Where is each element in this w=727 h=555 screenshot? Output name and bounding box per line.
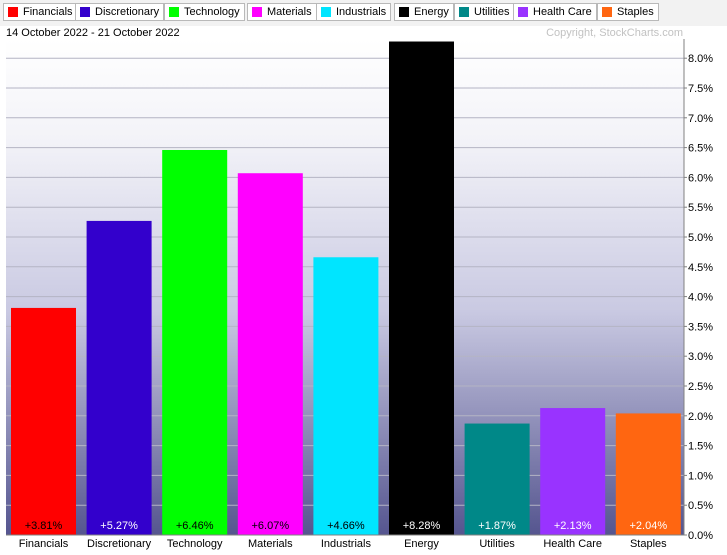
legend-item-industrials[interactable]: Industrials: [316, 3, 392, 21]
y-tick-label: 7.5%: [688, 83, 713, 95]
x-axis-labels: Financials Discretionary Technology Materia…: [19, 538, 667, 550]
y-tick-label: 0.0%: [688, 530, 713, 542]
y-tick-label: 2.0%: [688, 411, 713, 423]
x-tick-label: Financials: [19, 538, 69, 550]
legend-item-staples[interactable]: Staples: [597, 3, 659, 21]
legend-label: Utilities: [474, 6, 510, 18]
legend-label: Industrials: [336, 6, 387, 18]
legend-label: Discretionary: [95, 6, 160, 18]
bar-staples[interactable]: [615, 413, 681, 535]
bar-materials[interactable]: [237, 173, 303, 535]
y-tick-label: 2.5%: [688, 381, 713, 393]
bar-value-label: +2.04%: [629, 520, 667, 532]
legend-swatch: [459, 7, 469, 17]
x-tick-label: Materials: [248, 538, 293, 550]
legend-label: Staples: [617, 6, 654, 18]
bar-value-label: +2.13%: [554, 520, 592, 532]
legend-item-discretionary[interactable]: Discretionary: [75, 3, 165, 21]
y-tick-label: 5.0%: [688, 232, 713, 244]
bar-energy[interactable]: [389, 41, 454, 536]
legend-swatch: [8, 7, 18, 17]
y-tick-label: 8.0%: [688, 53, 713, 65]
bars: [11, 41, 681, 536]
y-tick-label: 6.0%: [688, 172, 713, 184]
legend-item-utilities[interactable]: Utilities: [454, 3, 515, 21]
legend: Financials Discretionary Technology Mate…: [0, 0, 727, 26]
x-tick-label: Health Care: [543, 538, 602, 550]
x-tick-label: Energy: [404, 538, 439, 550]
legend-label: Materials: [267, 6, 312, 18]
legend-item-health-care[interactable]: Health Care: [513, 3, 597, 21]
date-range: 14 October 2022 - 21 October 2022: [6, 27, 180, 39]
x-tick-label: Discretionary: [87, 538, 152, 550]
bar-value-label: +1.87%: [478, 520, 516, 532]
legend-label: Technology: [184, 6, 240, 18]
legend-label: Energy: [414, 6, 449, 18]
bar-health-care[interactable]: [540, 408, 606, 535]
bar-value-label: +3.81%: [25, 520, 63, 532]
legend-label: Health Care: [533, 6, 592, 18]
bar-value-label: +8.28%: [403, 520, 441, 532]
x-tick-label: Staples: [630, 538, 667, 550]
bar-financials[interactable]: [11, 307, 76, 535]
bar-industrials[interactable]: [313, 257, 379, 535]
y-tick-label: 3.0%: [688, 351, 713, 363]
legend-swatch: [602, 7, 612, 17]
bar-value-label: +6.07%: [251, 520, 289, 532]
y-tick-label: 4.0%: [688, 292, 713, 304]
y-tick-label: 1.0%: [688, 470, 713, 482]
value-labels: +3.81% +5.27% +6.46% +6.07% +4.66% +8.28% +1.8…: [25, 520, 668, 532]
legend-swatch: [399, 7, 409, 17]
y-tick-label: 6.5%: [688, 143, 713, 155]
legend-label: Financials: [23, 6, 73, 18]
y-tick-label: 3.5%: [688, 321, 713, 333]
bar-utilities[interactable]: [464, 423, 530, 535]
legend-swatch: [321, 7, 331, 17]
legend-swatch: [169, 7, 179, 17]
y-tick-label: 1.5%: [688, 441, 713, 453]
bar-technology[interactable]: [162, 149, 228, 535]
y-tick-label: 5.5%: [688, 202, 713, 214]
bar-value-label: +5.27%: [100, 520, 138, 532]
bar-discretionary[interactable]: [86, 220, 152, 535]
copyright-notice: Copyright, StockCharts.com: [546, 27, 683, 39]
x-tick-label: Technology: [167, 538, 223, 550]
y-tick-label: 7.0%: [688, 113, 713, 125]
y-tick-label: 0.5%: [688, 500, 713, 512]
bar-value-label: +4.66%: [327, 520, 365, 532]
bar-value-label: +6.46%: [176, 520, 214, 532]
legend-swatch: [80, 7, 90, 17]
y-axis-ticks: 0.0% 0.5% 1.0% 1.5% 2.0% 2.5% 3.0% 3.5% 4.0% 4.5%…: [684, 53, 713, 542]
legend-swatch: [518, 7, 528, 17]
y-tick-label: 4.5%: [688, 262, 713, 274]
legend-item-energy[interactable]: Energy: [394, 3, 454, 21]
legend-item-technology[interactable]: Technology: [164, 3, 245, 21]
x-tick-label: Industrials: [321, 538, 372, 550]
legend-swatch: [252, 7, 262, 17]
x-tick-label: Utilities: [479, 538, 515, 550]
